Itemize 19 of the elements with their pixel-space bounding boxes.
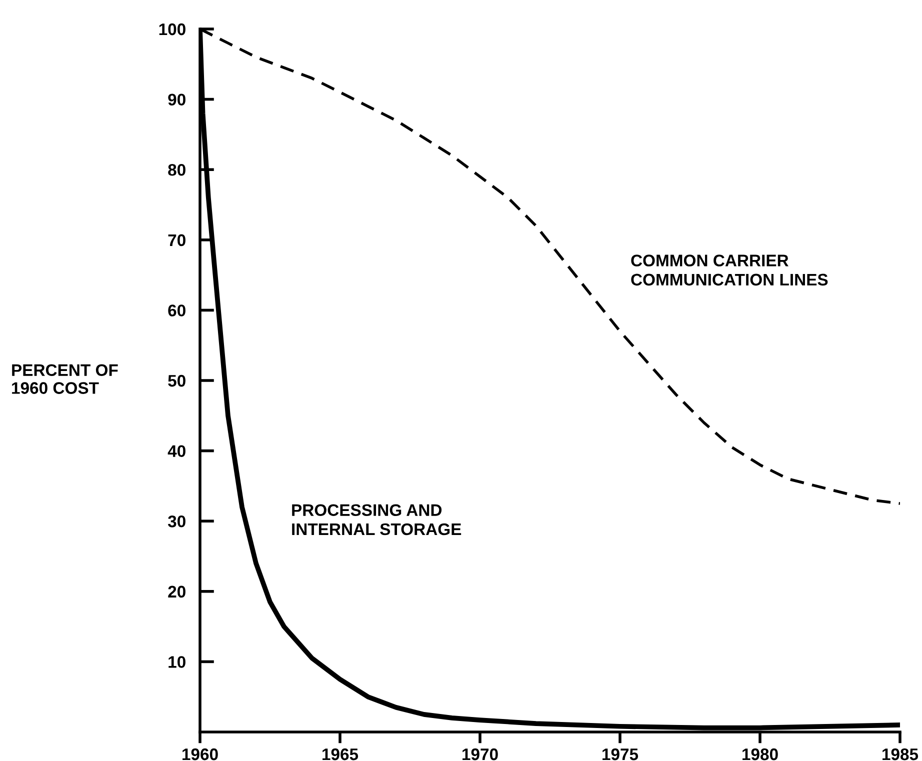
text: PROCESSING AND INTERNAL STORAGE bbox=[292, 504, 462, 536]
x-tick-label: 1985 bbox=[882, 748, 918, 760]
y-tick-label: 60 bbox=[168, 304, 186, 316]
x-tick-label: 1975 bbox=[602, 748, 638, 760]
y-tick-label: 30 bbox=[168, 516, 186, 528]
y-tick-label: 80 bbox=[168, 164, 186, 176]
y-tick-label: 100 bbox=[159, 23, 186, 36]
y-tick-label: 20 bbox=[168, 586, 186, 598]
x-tick-label: 1965 bbox=[322, 748, 358, 760]
y-tick-label: 10 bbox=[168, 656, 186, 668]
x-tick-label: 1960 bbox=[182, 748, 218, 760]
y-axis-title: PERCENT OF 1960 COST bbox=[12, 364, 118, 394]
y-tick-label: 90 bbox=[168, 94, 186, 106]
y-tick-label: 50 bbox=[168, 374, 186, 387]
text: COMMON CARRIER COMMUNICATION LINES bbox=[631, 254, 828, 286]
x-tick-label: 1980 bbox=[742, 748, 778, 760]
y-tick-label: 70 bbox=[168, 234, 186, 246]
y-tick-label: 40 bbox=[168, 445, 186, 458]
x-tick-label: 1970 bbox=[462, 748, 498, 760]
